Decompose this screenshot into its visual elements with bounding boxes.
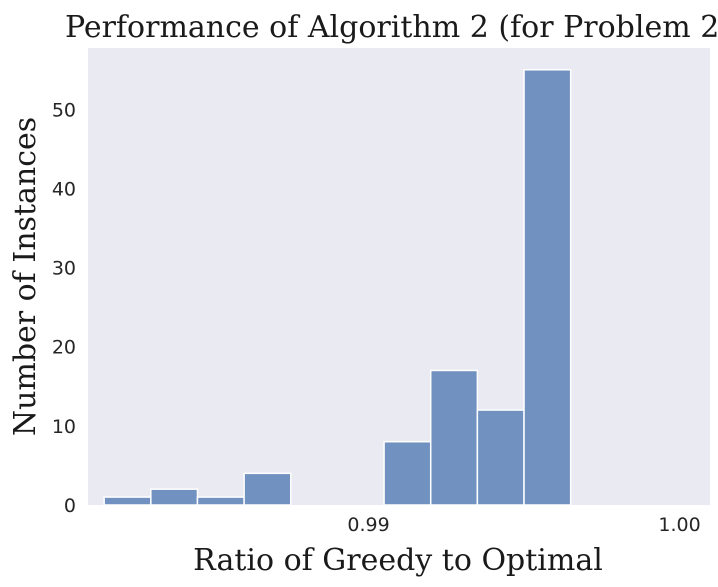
histogram-bar [150,488,199,506]
y-tick-label: 30 [52,258,76,280]
histogram-bars [103,69,572,506]
x-tick-label: 0.99 [347,514,389,536]
histogram-bar [103,496,152,506]
histogram-bar [243,472,292,506]
plot-background [88,48,710,505]
y-axis-ticks: 0 10 20 30 40 50 [52,99,76,517]
y-tick-label: 10 [52,416,76,438]
histogram-bar [383,440,432,506]
x-axis-label: Ratio of Greedy to Optimal [193,543,603,578]
y-tick-label: 20 [52,337,76,359]
histogram-bar [429,369,479,506]
x-tick-label: 1.00 [658,514,700,536]
histogram-bar [523,69,572,506]
x-axis-ticks: 0.99 1.00 [347,514,700,536]
chart-title: Performance of Algorithm 2 (for Problem … [65,10,718,45]
y-axis-label: Number of Instances [8,117,43,436]
histogram-bar [476,409,525,506]
histogram-bar [196,496,245,506]
y-tick-label: 50 [52,99,76,121]
y-tick-label: 40 [52,178,76,200]
y-tick-label: 0 [64,495,76,517]
